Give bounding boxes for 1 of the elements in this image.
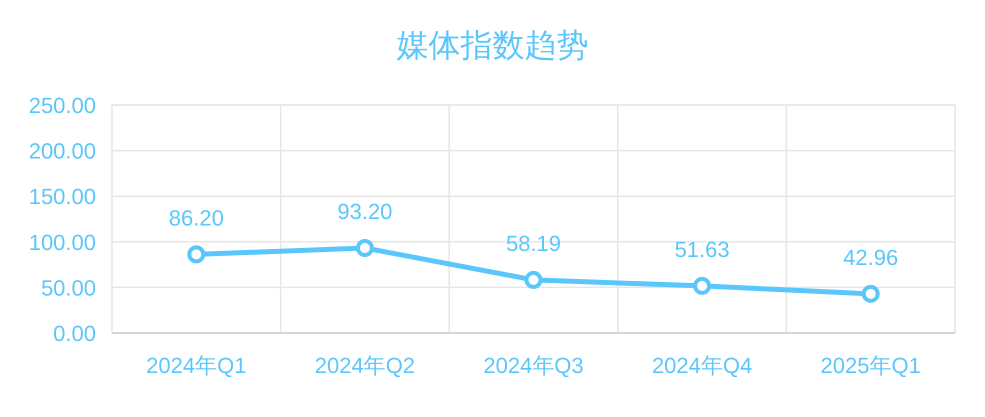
title: 媒体指数趋势 — [396, 27, 588, 63]
